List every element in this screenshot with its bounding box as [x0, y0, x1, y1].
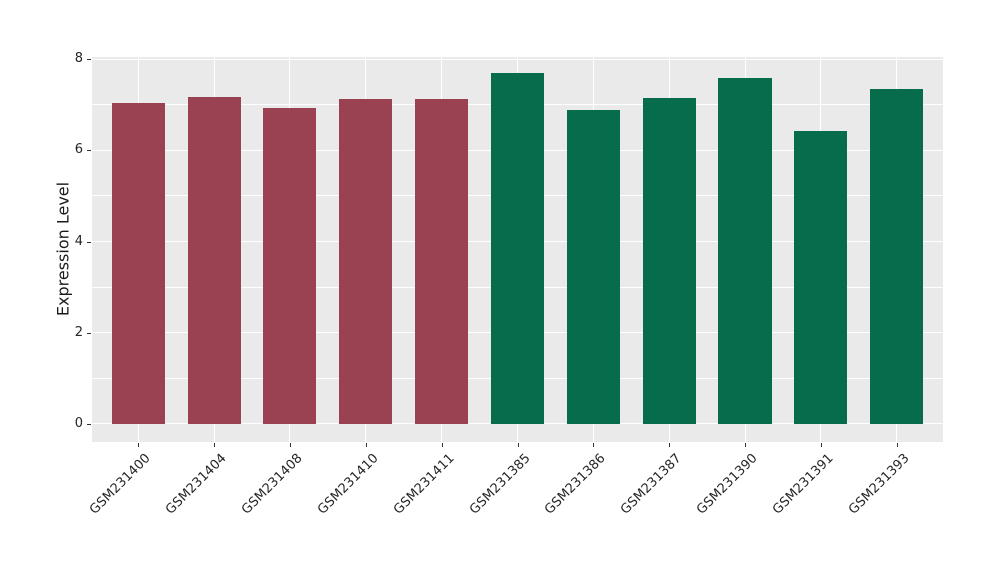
y-tick-mark [87, 423, 91, 425]
x-tick-mark [289, 443, 291, 447]
bar-GSM231386 [566, 110, 620, 424]
x-tick-mark [669, 443, 671, 447]
x-tick-mark [517, 443, 519, 447]
x-tick-label: GSM231385 [466, 451, 534, 518]
x-tick-mark [214, 443, 216, 447]
y-tick-label: 8 [74, 51, 83, 67]
y-tick-mark [87, 59, 91, 61]
bar-GSM231408 [263, 108, 317, 424]
x-tick-mark [138, 443, 140, 447]
x-tick-mark [896, 443, 898, 447]
x-tick-label: GSM231393 [845, 451, 913, 518]
x-tick-label: GSM231400 [87, 451, 154, 518]
y-tick-mark [87, 150, 91, 152]
x-tick-mark [593, 443, 595, 447]
y-tick-mark [87, 332, 91, 334]
x-tick-label: GSM231386 [542, 451, 609, 518]
x-tick-label: GSM231408 [238, 451, 306, 518]
y-tick-label: 0 [74, 415, 83, 431]
x-tick-label: GSM231411 [390, 451, 458, 518]
x-tick-mark [441, 443, 443, 447]
x-tick-label: GSM231404 [163, 451, 230, 518]
y-tick-label: 6 [74, 142, 83, 158]
bar-GSM231385 [490, 73, 545, 424]
bar-GSM231393 [870, 88, 924, 424]
plot-panel [92, 57, 943, 442]
y-tick-label: 2 [74, 324, 83, 340]
bar-GSM231387 [642, 97, 696, 424]
x-tick-label: GSM231410 [314, 451, 382, 518]
x-tick-label: GSM231387 [618, 451, 685, 518]
x-tick-label: GSM231391 [769, 451, 837, 518]
x-tick-mark [365, 443, 367, 447]
y-tick-label: 4 [74, 233, 83, 249]
bar-GSM231411 [415, 98, 469, 424]
y-tick-mark [87, 241, 91, 243]
x-tick-label: GSM231390 [694, 451, 761, 518]
bar-GSM231400 [111, 102, 165, 424]
bar-GSM231410 [339, 98, 393, 424]
bar-GSM231391 [794, 130, 848, 424]
x-tick-mark [820, 443, 822, 447]
x-tick-mark [745, 443, 747, 447]
bar-GSM231404 [187, 96, 241, 424]
bar-GSM231390 [718, 78, 772, 424]
